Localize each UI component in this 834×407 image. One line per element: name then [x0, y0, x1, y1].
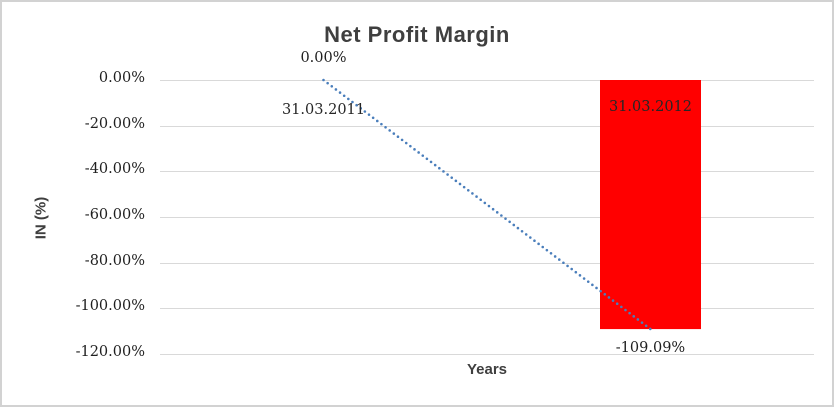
y-tick-label: -100.00%: [75, 298, 145, 315]
x-axis-title: Years: [466, 361, 508, 378]
trendline: [322, 78, 652, 331]
bar-31.03.2012: [600, 80, 701, 330]
chart-title: Net Profit Margin: [324, 22, 510, 47]
data-label: -109.09%: [615, 340, 686, 357]
y-tick-label: -60.00%: [84, 207, 145, 223]
y-tick-label: 0.00%: [98, 70, 145, 86]
y-tick-label: -20.00%: [84, 115, 145, 132]
y-tick-label: -40.00%: [84, 161, 145, 178]
category-label: 31.03.2012: [608, 99, 693, 115]
y-tick-label: -120.00%: [75, 344, 145, 360]
y-tick-label: -80.00%: [84, 252, 145, 269]
data-label: 0.00%: [300, 50, 347, 66]
category-label: 31.03.2011: [281, 102, 366, 118]
